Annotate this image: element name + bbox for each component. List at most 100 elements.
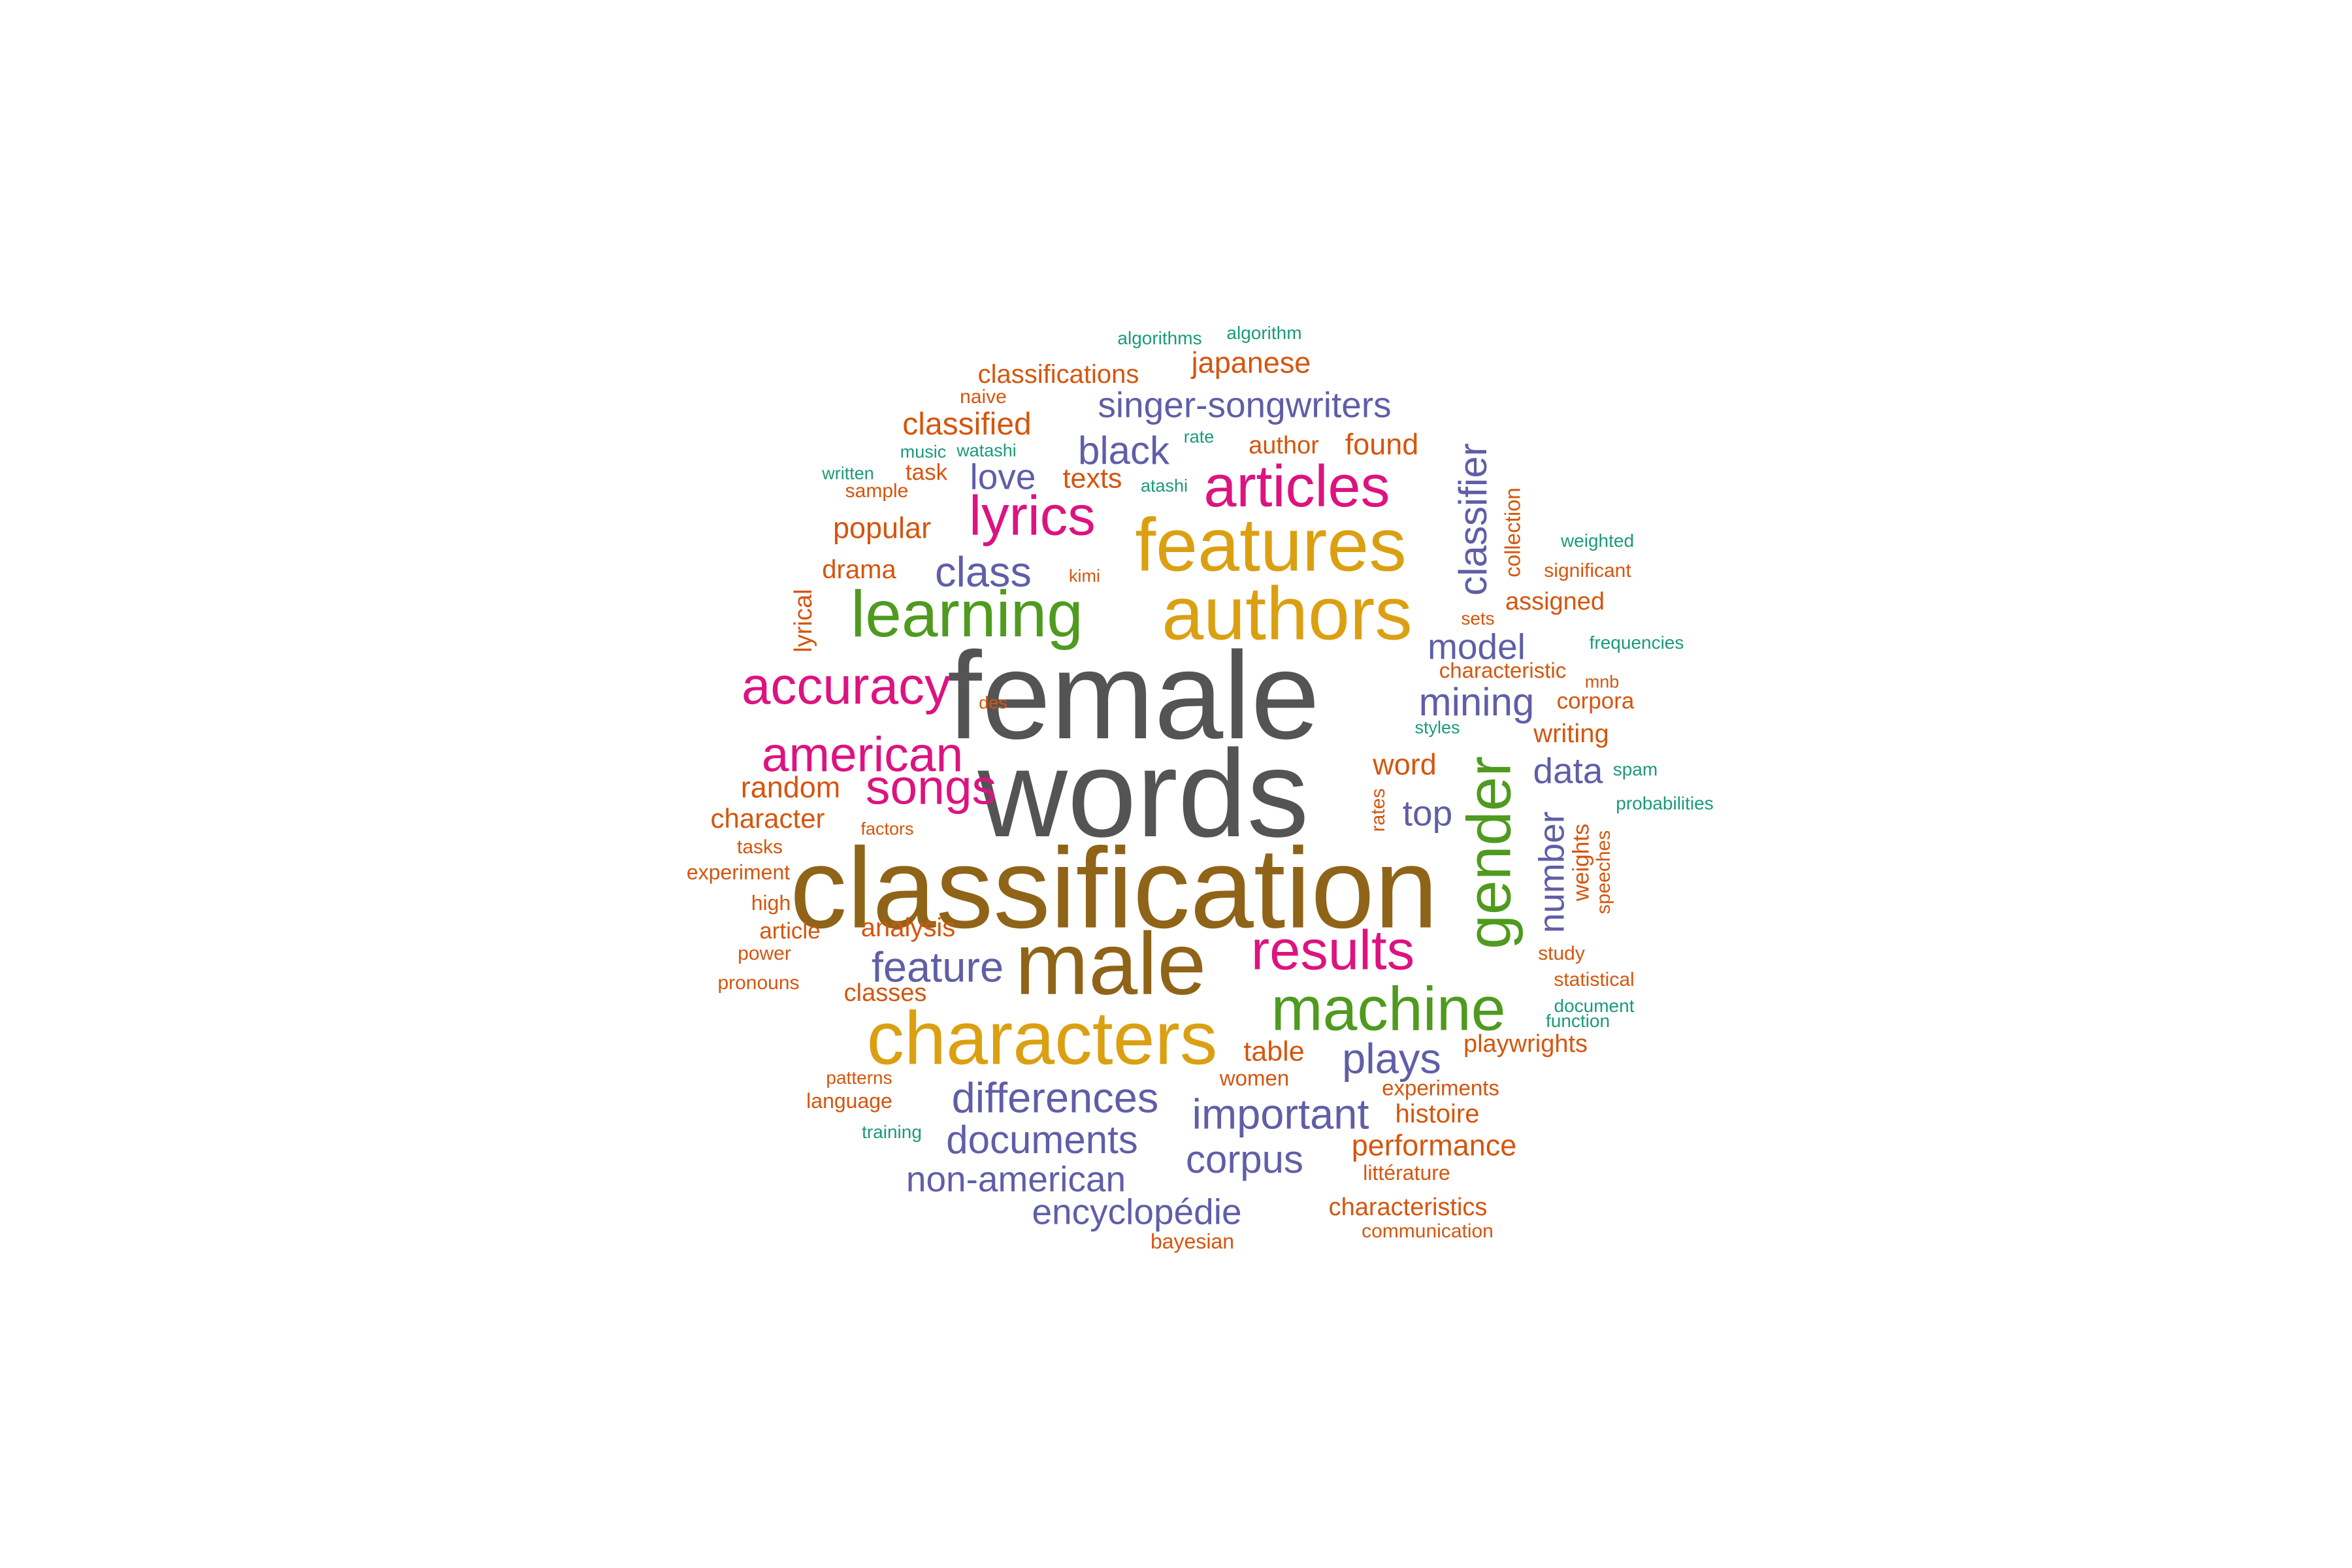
word-corpora: corpora bbox=[1556, 688, 1635, 714]
word-classifier: classifier bbox=[1451, 443, 1495, 596]
word-histoire: histoire bbox=[1395, 1100, 1480, 1128]
word-power: power bbox=[738, 943, 791, 964]
word-rates: rates bbox=[1367, 788, 1389, 832]
word-classes: classes bbox=[843, 979, 927, 1007]
word-texts: texts bbox=[1062, 463, 1122, 495]
word-author: author bbox=[1249, 432, 1319, 459]
word-analysis: analysis bbox=[860, 913, 956, 942]
word-document: document bbox=[1554, 996, 1635, 1016]
word-speeches: speeches bbox=[1593, 830, 1614, 915]
word-female: female bbox=[947, 627, 1320, 765]
word-rate: rate bbox=[1183, 427, 1215, 447]
word-mnb: mnb bbox=[1584, 672, 1620, 692]
word-machine: machine bbox=[1271, 974, 1506, 1044]
word-songs: songs bbox=[865, 759, 997, 815]
word-random: random bbox=[740, 770, 841, 804]
word-accuracy: accuracy bbox=[741, 657, 951, 715]
word-function: function bbox=[1545, 1011, 1610, 1031]
word-naive: naive bbox=[960, 386, 1007, 408]
word-training: training bbox=[862, 1122, 922, 1142]
word-written: written bbox=[822, 463, 874, 483]
word-character: character bbox=[710, 803, 825, 834]
word-corpus: corpus bbox=[1185, 1137, 1304, 1181]
word-writing: writing bbox=[1533, 719, 1609, 748]
word-table: table bbox=[1243, 1036, 1305, 1068]
word-high: high bbox=[751, 891, 791, 915]
word-singer-songwriters: singer-songwriters bbox=[1098, 384, 1392, 425]
word-words: words bbox=[977, 725, 1309, 863]
word-encyclopedie: encyclopédie bbox=[1032, 1191, 1242, 1232]
word-experiments: experiments bbox=[1382, 1075, 1499, 1100]
word-communication: communication bbox=[1362, 1220, 1494, 1242]
word-probabilities: probabilities bbox=[1616, 793, 1714, 813]
word-mining: mining bbox=[1418, 680, 1535, 724]
word-classification: classification bbox=[789, 825, 1439, 953]
word-model: model bbox=[1428, 626, 1526, 667]
word-experiment: experiment bbox=[686, 860, 791, 884]
word-classifications: classifications bbox=[977, 360, 1139, 389]
word-characteristics: characteristics bbox=[1328, 1194, 1488, 1221]
word-algorithms: algorithms bbox=[1117, 328, 1202, 348]
word-frequencies: frequencies bbox=[1589, 632, 1684, 653]
word-tasks: tasks bbox=[736, 836, 783, 858]
word-class: class bbox=[934, 547, 1032, 596]
word-number: number bbox=[1531, 811, 1572, 934]
word-sample: sample bbox=[845, 480, 909, 502]
word-lyrics: lyrics bbox=[969, 485, 1096, 547]
word-american: american bbox=[761, 727, 964, 782]
word-lyrical: lyrical bbox=[790, 589, 817, 653]
word-authors: authors bbox=[1162, 572, 1413, 656]
word-women: women bbox=[1219, 1066, 1290, 1090]
word-task: task bbox=[905, 459, 948, 485]
word-found: found bbox=[1345, 427, 1419, 461]
word-des: des bbox=[979, 693, 1007, 713]
word-language: language bbox=[806, 1089, 892, 1113]
word-sets: sets bbox=[1461, 608, 1495, 629]
word-documents: documents bbox=[946, 1118, 1138, 1162]
word-top: top bbox=[1402, 792, 1453, 834]
word-kimi: kimi bbox=[1069, 566, 1100, 586]
word-weights: weights bbox=[1568, 823, 1594, 902]
word-differences: differences bbox=[951, 1073, 1159, 1122]
word-non-american: non-american bbox=[906, 1158, 1126, 1200]
word-collection: collection bbox=[1500, 487, 1525, 578]
word-characteristic: characteristic bbox=[1439, 658, 1567, 683]
word-assigned: assigned bbox=[1505, 588, 1605, 615]
word-article: article bbox=[759, 918, 821, 944]
word-bayesian: bayesian bbox=[1150, 1230, 1235, 1253]
word-music: music bbox=[900, 442, 947, 462]
word-statistical: statistical bbox=[1554, 969, 1635, 990]
word-algorithm: algorithm bbox=[1226, 323, 1302, 343]
word-classified: classified bbox=[902, 407, 1032, 442]
word-significant: significant bbox=[1544, 560, 1631, 581]
word-black: black bbox=[1077, 429, 1170, 472]
word-styles: styles bbox=[1414, 717, 1460, 738]
word-watashi: watashi bbox=[956, 440, 1017, 461]
word-spam: spam bbox=[1612, 759, 1658, 779]
word-important: important bbox=[1192, 1090, 1369, 1138]
word-word: word bbox=[1373, 747, 1437, 781]
word-learning: learning bbox=[851, 578, 1083, 651]
word-love: love bbox=[970, 456, 1036, 497]
word-study: study bbox=[1538, 943, 1585, 964]
word-popular: popular bbox=[832, 511, 932, 545]
word-patterns: patterns bbox=[826, 1068, 892, 1088]
word-plays: plays bbox=[1342, 1034, 1441, 1083]
word-articles: articles bbox=[1203, 454, 1390, 519]
word-japanese: japanese bbox=[1191, 346, 1311, 380]
word-feature: feature bbox=[871, 943, 1004, 991]
word-data: data bbox=[1533, 750, 1603, 791]
word-performance: performance bbox=[1351, 1128, 1517, 1162]
word-characters: characters bbox=[866, 996, 1218, 1081]
word-features: features bbox=[1135, 503, 1407, 587]
word-results: results bbox=[1250, 919, 1415, 982]
word-litterature: littérature bbox=[1363, 1161, 1450, 1184]
word-playwrights: playwrights bbox=[1463, 1030, 1588, 1058]
word-drama: drama bbox=[822, 555, 896, 584]
word-factors: factors bbox=[860, 819, 914, 839]
word-pronouns: pronouns bbox=[717, 972, 800, 994]
word-weighted: weighted bbox=[1560, 531, 1635, 551]
word-atashi: atashi bbox=[1140, 476, 1188, 496]
word-gender: gender bbox=[1454, 756, 1524, 949]
